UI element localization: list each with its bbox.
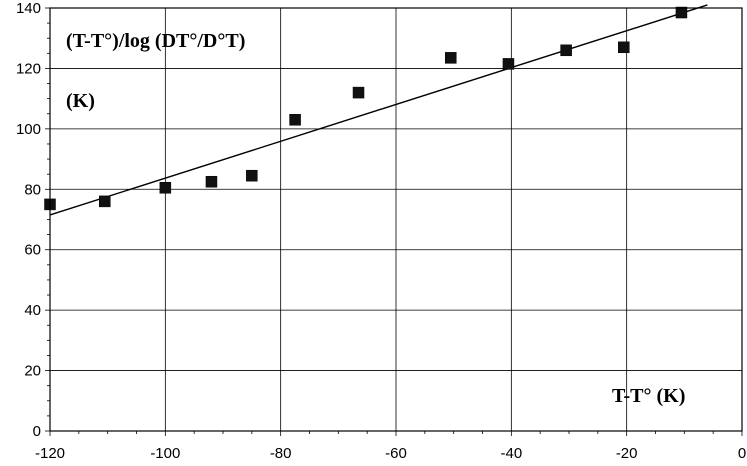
y-tick-label: 100 bbox=[16, 121, 41, 138]
x-tick-label: -100 bbox=[150, 445, 180, 462]
x-tick-label: -80 bbox=[270, 445, 292, 462]
x-tick-label: -20 bbox=[616, 445, 638, 462]
grid-lines bbox=[50, 8, 742, 431]
y-tick-label: 140 bbox=[16, 0, 41, 17]
y-axis-title-line2: (K) bbox=[66, 90, 95, 112]
data-point bbox=[246, 169, 258, 182]
x-tick-label: -60 bbox=[385, 445, 407, 462]
data-point bbox=[560, 44, 572, 57]
y-axis-ticks: 0 20 40 60 80 100 120 140 bbox=[16, 0, 50, 440]
data-point bbox=[445, 52, 457, 64]
data-point bbox=[675, 6, 688, 19]
x-tick-label: 0 bbox=[738, 445, 746, 462]
y-axis-title-line1: (T-T°)/log (DT°/D°T) bbox=[66, 30, 245, 52]
y-tick-label: 60 bbox=[24, 242, 41, 259]
data-point bbox=[159, 182, 172, 194]
data-point bbox=[618, 41, 630, 54]
y-tick-label: 80 bbox=[24, 181, 41, 198]
data-point bbox=[502, 58, 515, 70]
x-axis-ticks: -120 -100 -80 -60 -40 -20 0 bbox=[35, 431, 746, 462]
y-tick-label: 0 bbox=[33, 423, 41, 440]
data-point bbox=[352, 86, 365, 99]
x-axis-title: T-T° (K) bbox=[612, 385, 685, 407]
data-point bbox=[99, 195, 111, 208]
fit-line bbox=[49, 4, 708, 216]
x-tick-label: -40 bbox=[500, 445, 522, 462]
x-tick-label: -120 bbox=[35, 445, 65, 462]
fit-line-group bbox=[49, 4, 708, 216]
y-tick-label: 20 bbox=[24, 363, 41, 380]
data-point bbox=[289, 114, 301, 126]
y-tick-label: 40 bbox=[24, 302, 41, 319]
data-point bbox=[205, 175, 218, 188]
y-tick-label: 120 bbox=[16, 60, 41, 77]
